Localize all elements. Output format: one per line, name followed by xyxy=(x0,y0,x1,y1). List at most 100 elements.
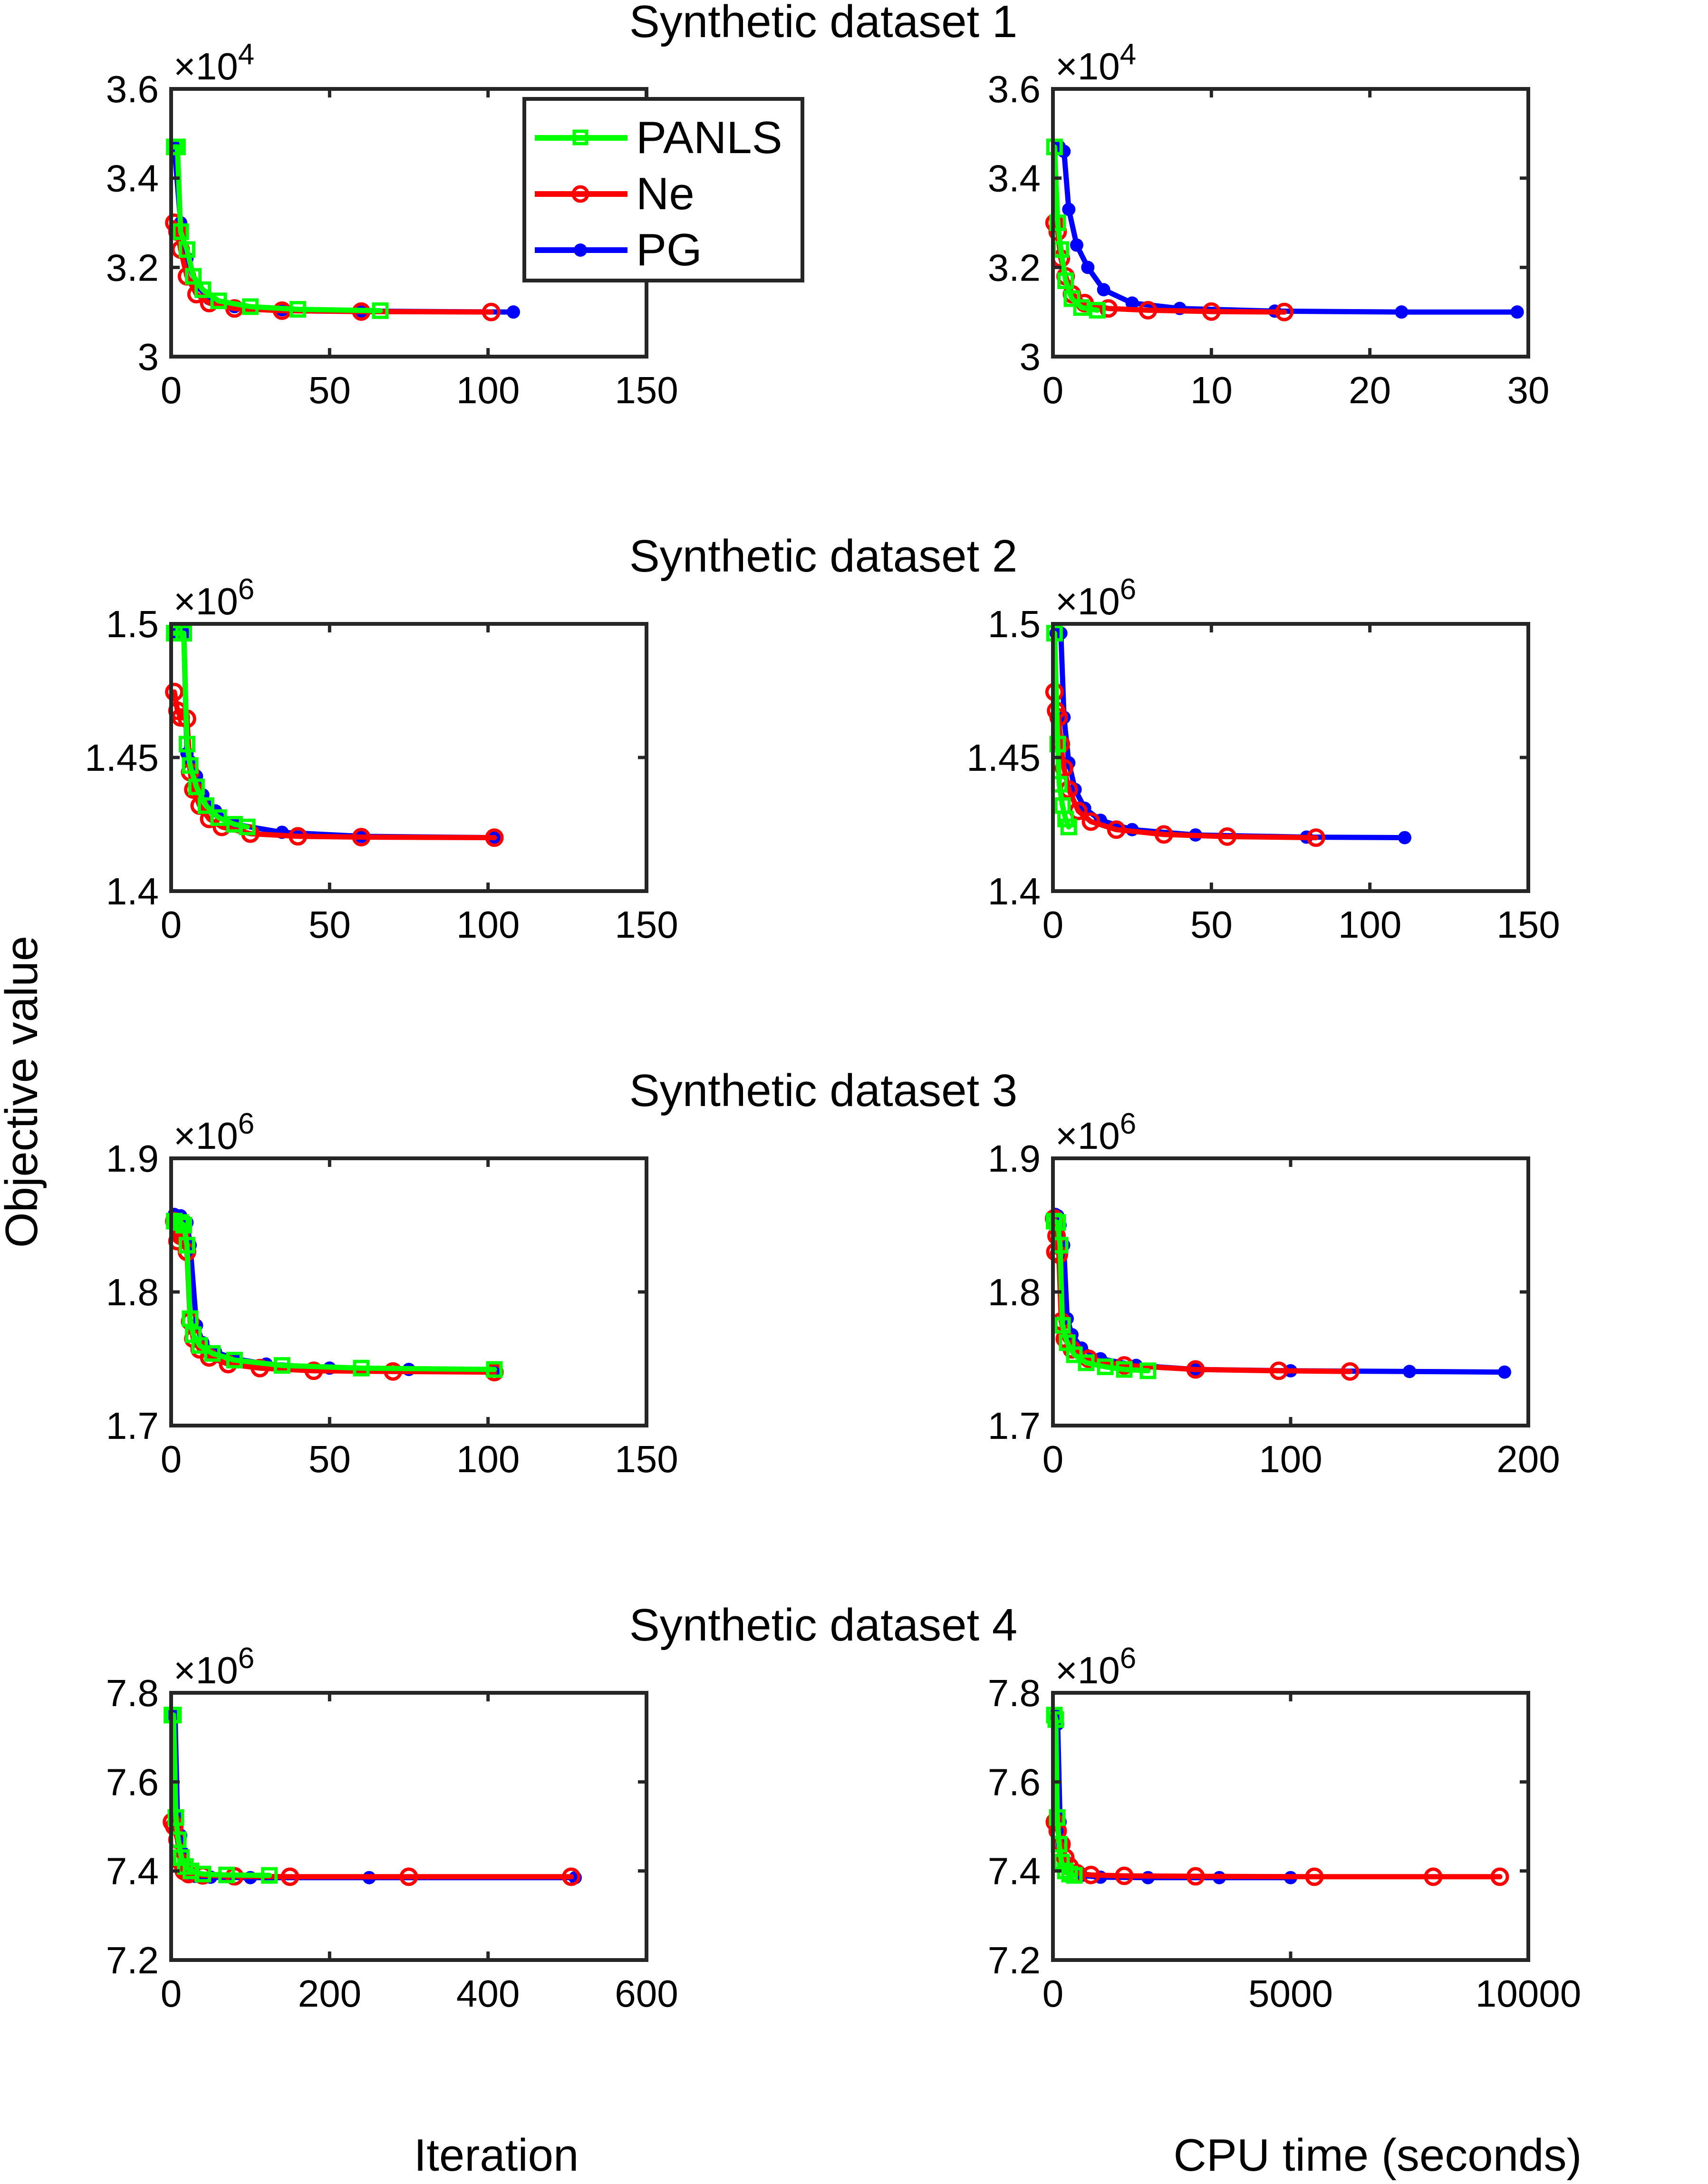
x-tick-label: 200 xyxy=(298,1972,361,2015)
legend-entry-panls: PANLS xyxy=(535,112,782,163)
x-tick-label: 150 xyxy=(1496,903,1560,946)
data-point-panls xyxy=(1139,1362,1157,1379)
exponent-value: 6 xyxy=(238,1642,254,1675)
data-point-panls xyxy=(210,292,227,310)
data-point-panls xyxy=(175,1217,193,1233)
data-point-panls xyxy=(165,1707,182,1724)
x-tick-label: 400 xyxy=(456,1972,520,2015)
data-point-panls xyxy=(1097,1358,1114,1375)
row-title-3: Synthetic dataset 3 xyxy=(629,1065,1018,1116)
y-tick-label: 1.45 xyxy=(966,737,1041,779)
x-tick-label: 150 xyxy=(615,369,678,411)
data-point-panls xyxy=(1073,299,1090,316)
y-tick-label: 3.2 xyxy=(106,246,159,289)
data-point-panls xyxy=(178,736,195,753)
data-point-ne xyxy=(399,1867,418,1886)
data-point-ne xyxy=(1306,828,1325,847)
data-point-ne xyxy=(1081,812,1100,831)
data-point-panls xyxy=(1116,1361,1133,1378)
y-tick-label: 1.4 xyxy=(988,870,1041,912)
data-point-panls xyxy=(1063,290,1081,307)
plot-area xyxy=(171,1158,647,1426)
data-point-ne xyxy=(1081,1865,1100,1884)
y-tick-label: 7.2 xyxy=(988,1939,1041,1981)
data-point-panls xyxy=(353,1359,370,1377)
legend-entry-ne: Ne xyxy=(535,168,695,219)
x-tick-label: 20 xyxy=(1349,369,1391,411)
data-point-panls xyxy=(1089,301,1106,319)
series-line-panls xyxy=(169,1712,272,1878)
plot-area xyxy=(171,624,647,891)
data-point-panls xyxy=(182,757,199,774)
y-tick-label: 3.4 xyxy=(988,157,1041,200)
data-point-panls xyxy=(194,281,212,298)
x-tick-label: 50 xyxy=(309,1438,351,1480)
data-point-panls xyxy=(166,625,183,642)
data-point-panls xyxy=(261,1867,278,1884)
y-tick-label: 7.4 xyxy=(106,1850,159,1893)
plot-area xyxy=(1053,624,1528,891)
data-point-panls xyxy=(197,797,214,814)
y-tick-label: 1.45 xyxy=(85,737,159,779)
data-point-ne xyxy=(1305,1867,1324,1886)
y-tick-label: 3.6 xyxy=(988,68,1041,110)
exponent-value: 6 xyxy=(238,573,254,606)
data-point-panls xyxy=(173,1849,190,1866)
data-point-ne xyxy=(1107,820,1126,839)
plot-area xyxy=(171,1693,647,1960)
exponent-value: 4 xyxy=(238,38,254,71)
data-point-panls xyxy=(194,1865,212,1883)
data-point-panls xyxy=(172,1214,189,1231)
legend-marker-pg xyxy=(574,243,587,257)
x-tick-label: 0 xyxy=(1042,1438,1064,1480)
axes-box xyxy=(169,1156,648,1427)
data-point-pg xyxy=(1498,1365,1511,1379)
data-point-panls xyxy=(1078,1354,1095,1371)
data-point-pg xyxy=(1097,283,1110,297)
x-tick-label: 0 xyxy=(161,369,182,411)
data-point-ne xyxy=(1218,827,1237,846)
data-point-panls xyxy=(1047,1711,1064,1728)
x-axis-label-cpu-time: CPU time (seconds) xyxy=(1174,2130,1582,2181)
plot-area xyxy=(1053,1158,1528,1426)
data-point-ne xyxy=(1202,302,1221,321)
exponent-label: ×104 xyxy=(1055,38,1136,87)
y-tick-label: 7.8 xyxy=(106,1672,159,1714)
data-point-pg xyxy=(1081,261,1095,274)
data-point-panls xyxy=(185,268,202,285)
legend-label-pg: PG xyxy=(636,224,702,275)
data-point-pg xyxy=(1057,145,1071,158)
data-point-ne xyxy=(482,302,501,321)
x-tick-label: 600 xyxy=(615,1972,678,2015)
y-tick-label: 3.2 xyxy=(988,246,1041,289)
legend-entry-pg: PG xyxy=(535,224,702,275)
series-line-panls xyxy=(1052,144,1100,313)
data-point-pg xyxy=(1062,203,1076,216)
data-point-panls xyxy=(486,1361,503,1378)
x-tick-label: 0 xyxy=(1042,369,1064,411)
data-point-ne xyxy=(280,1867,299,1886)
exponent-value: 4 xyxy=(1120,38,1136,71)
y-axis-label: Objective value xyxy=(0,936,47,1248)
panels-layer: 0 50 100 150 3 3.2 3.4 3.6 ×104 0 10 20 30 3 3.2 3.4 3.6… xyxy=(85,38,1581,2015)
data-point-panls xyxy=(175,625,193,642)
exponent-label: ×106 xyxy=(1055,573,1136,622)
data-point-ne xyxy=(1099,299,1118,318)
data-point-panls xyxy=(1060,818,1077,835)
x-tick-label: 100 xyxy=(1338,903,1401,946)
data-point-pg xyxy=(1395,305,1409,319)
data-point-panls xyxy=(1066,1867,1083,1884)
x-tick-label: 0 xyxy=(161,903,182,946)
row-title-4: Synthetic dataset 4 xyxy=(629,1600,1018,1650)
data-point-ne xyxy=(1186,1867,1205,1886)
axes-box xyxy=(169,622,648,893)
x-axis-label-iteration: Iteration xyxy=(414,2130,579,2181)
chart-panel-8: 0 5000 10000 7.2 7.4 7.6 7.8 ×106 xyxy=(988,1642,1581,2015)
chart-panel-5: 0 50 100 150 1.7 1.8 1.9 ×106 xyxy=(106,1107,678,1480)
x-tick-label: 150 xyxy=(615,903,678,946)
axes-box xyxy=(1051,1691,1530,1962)
data-point-ne xyxy=(1154,825,1173,844)
x-tick-label: 5000 xyxy=(1248,1972,1333,2015)
y-tick-label: 3.6 xyxy=(106,68,159,110)
